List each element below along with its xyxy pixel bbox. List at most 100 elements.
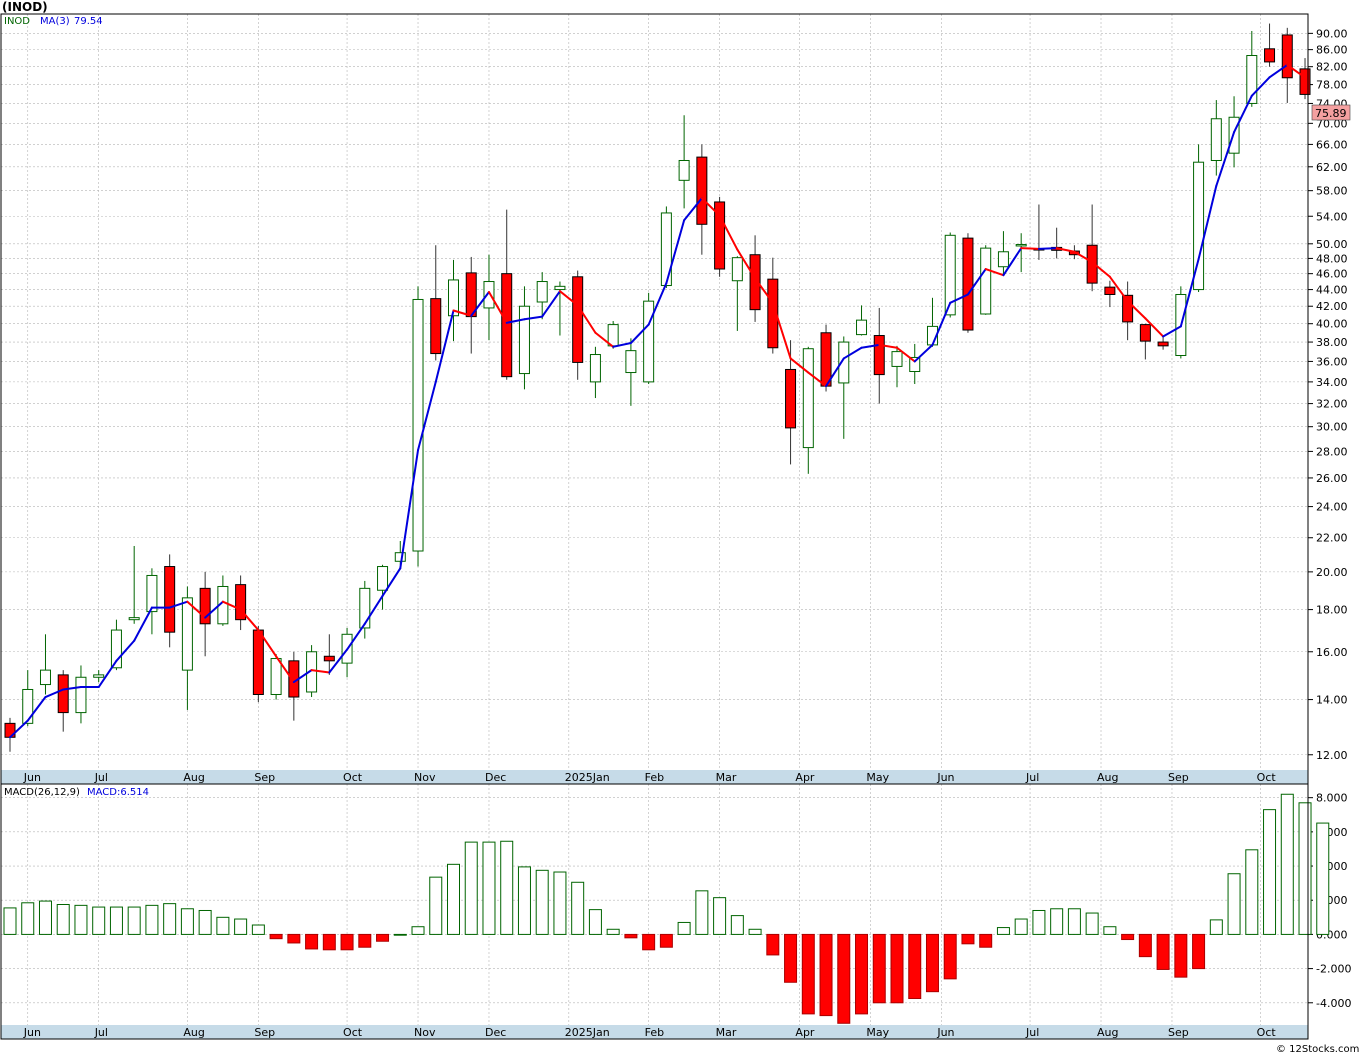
candle-body [572, 276, 584, 363]
ma3-segment [115, 639, 136, 662]
macd-month-label: Oct [343, 1026, 363, 1039]
macd-bar [251, 924, 265, 935]
macd-bar [1050, 908, 1064, 935]
macd-bar [642, 933, 656, 951]
macd-bar [198, 909, 212, 935]
macd-month-label: May [866, 1026, 889, 1039]
price-month-label: Jun [23, 771, 41, 784]
macd-bar [890, 933, 904, 1004]
ma3-segment [558, 290, 579, 307]
candle [1175, 286, 1187, 359]
macd-month-label: Aug [183, 1026, 204, 1039]
macd-bar [1067, 908, 1081, 935]
macd-bar [287, 933, 301, 944]
macd-bar [411, 926, 425, 935]
macd-bar [943, 933, 957, 980]
price-tick-label: 48.00 [1316, 252, 1348, 265]
macd-bar [1316, 822, 1330, 935]
candle-body [838, 341, 850, 384]
ma3-segment [1286, 63, 1307, 79]
macd-bar [801, 933, 815, 1015]
ma3-segment [133, 606, 153, 642]
ma3-segment [825, 357, 845, 388]
macd-month-label: Jun [936, 1026, 954, 1039]
candle [1033, 204, 1045, 260]
candle-body [696, 156, 708, 225]
candle [1193, 144, 1205, 293]
candle-body [93, 674, 105, 678]
candle-body [1246, 55, 1258, 104]
macd-bar [784, 933, 798, 983]
macd-month-labels: Jun Jul Aug Sep Oct Nov Dec 2025Jan Feb Mar Apr May… [23, 1026, 1277, 1039]
candle [997, 231, 1009, 276]
ma3-line [9, 63, 1307, 739]
candle-body [891, 351, 903, 367]
candle [252, 625, 264, 703]
candle [572, 270, 584, 380]
candle-body [820, 332, 832, 387]
macd-bar [1014, 918, 1028, 935]
ma3-segment [470, 291, 490, 317]
candle [39, 634, 51, 695]
ma3-segment [984, 268, 1005, 277]
price-month-label: Jul [94, 771, 108, 784]
price-tick-label: 70.00 [1316, 117, 1348, 130]
price-panel: Jun Jul Aug Sep Oct Nov Dec 2025Jan Feb Mar Apr May… [0, 13, 1351, 785]
candle-body [110, 629, 122, 669]
price-month-label: Mar [716, 771, 737, 784]
macd-bar [1227, 873, 1241, 935]
ma3-segment [647, 282, 668, 326]
ma3-segment [789, 357, 810, 374]
macd-bar [659, 933, 673, 948]
candle-body [430, 298, 442, 355]
price-tick-label: 46.00 [1316, 268, 1348, 281]
price-tick-label: 50.00 [1316, 238, 1348, 251]
candle [75, 665, 87, 724]
candle-body [75, 676, 87, 714]
macd-month-label: Nov [414, 1026, 436, 1039]
macd-tick-label: -4.000 [1316, 997, 1351, 1010]
macd-bar [358, 933, 372, 948]
ma3-segment [452, 309, 473, 317]
candle-body [536, 281, 548, 303]
price-tick-label: 90.00 [1316, 27, 1348, 40]
macd-grid [1, 784, 1308, 1025]
candle-body [1015, 244, 1027, 247]
ma3-segment [168, 600, 189, 609]
candle-body [802, 348, 814, 449]
price-tick-label: 22.00 [1316, 532, 1348, 545]
candle [181, 586, 193, 710]
macd-bar [925, 933, 939, 993]
candle-body [909, 356, 921, 373]
price-tick-label: 26.00 [1316, 472, 1348, 485]
price-tick-label: 34.00 [1316, 376, 1348, 389]
macd-month-label: Jul [94, 1026, 108, 1039]
ma3-segment [9, 719, 29, 739]
macd-month-label: Dec [485, 1026, 506, 1039]
candle [1051, 227, 1063, 259]
ma3-segment [523, 315, 544, 321]
macd-bar [1209, 919, 1223, 935]
price-tick-label: 30.00 [1316, 421, 1348, 434]
candle-body [1193, 161, 1205, 291]
candle-body [448, 279, 459, 317]
ma3-segment [1197, 184, 1218, 261]
price-tick-label: 18.00 [1316, 604, 1348, 617]
macd-panel-frame [0, 783, 1309, 1040]
macd-bar [216, 916, 230, 935]
candle [377, 564, 389, 610]
candle [1139, 323, 1151, 360]
candle-body [749, 254, 761, 311]
candle-body [518, 305, 530, 375]
candle-body [57, 674, 69, 714]
macd-bar [855, 933, 869, 1015]
candle [1210, 100, 1222, 176]
ma3-segment [718, 214, 739, 251]
candle [554, 281, 566, 336]
macd-month-label: Oct [1257, 1026, 1277, 1039]
candle-body [731, 257, 743, 282]
macd-tick-label: 8.000 [1316, 792, 1348, 805]
candle [164, 554, 176, 648]
ma3-segment [612, 342, 632, 348]
